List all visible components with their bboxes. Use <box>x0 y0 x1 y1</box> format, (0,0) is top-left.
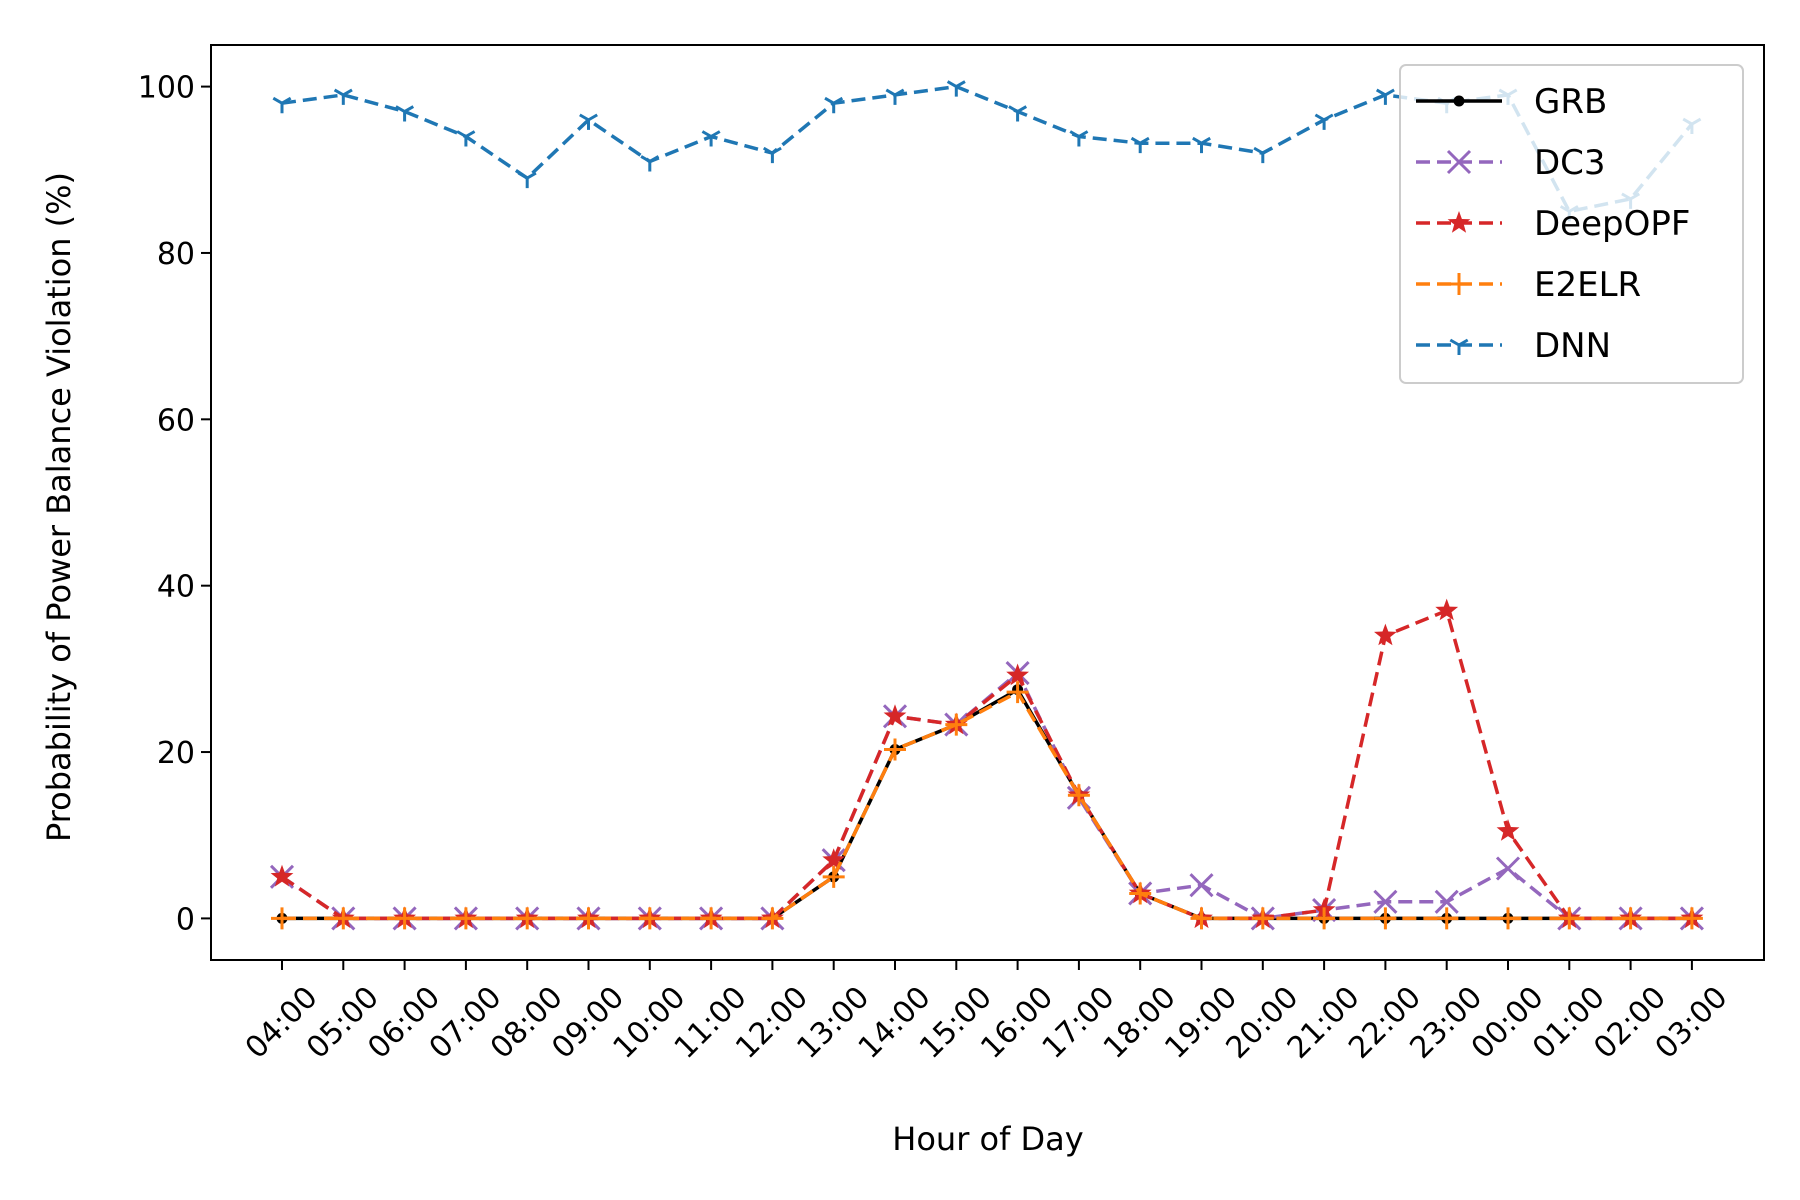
legend: GRB DC3 DeepOPF E2ELR DNN <box>1399 64 1744 384</box>
x-axis-label: Hour of Day <box>892 1120 1083 1158</box>
legend-box <box>1399 64 1744 384</box>
legend-marker-deepopf <box>1447 211 1471 233</box>
data-point-dnn <box>579 113 598 130</box>
y-tick-label: 100 <box>138 71 195 106</box>
data-point-e2elr <box>1006 681 1029 704</box>
series-group <box>269 80 1704 931</box>
data-point-e2elr <box>1190 907 1213 930</box>
data-point-dnn <box>946 80 966 97</box>
data-point-dnn <box>640 155 660 172</box>
data-point-e2elr <box>1558 907 1581 930</box>
data-point-e2elr <box>884 738 906 761</box>
data-point-e2elr <box>1619 907 1642 930</box>
data-point-e2elr <box>1251 907 1274 930</box>
plot-frame <box>210 44 1765 961</box>
data-point-dnn <box>1008 105 1028 122</box>
data-point-e2elr <box>822 865 845 888</box>
data-point-dnn <box>456 130 476 147</box>
y-tick-label: 60 <box>157 403 195 438</box>
data-point-dnn <box>517 171 537 189</box>
data-point-deepopf <box>1374 623 1397 646</box>
legend-marker-dnn <box>1449 338 1469 355</box>
data-point-e2elr <box>271 907 293 930</box>
y-axis-label: Probability of Power Balance Violation (… <box>40 172 78 842</box>
data-point-deepopf <box>1435 598 1459 621</box>
legend-label-dnn: DNN <box>1534 326 1611 366</box>
data-point-dnn <box>1253 146 1273 164</box>
data-point-dnn <box>1069 130 1089 147</box>
data-point-dnn <box>1130 136 1150 154</box>
legend-label-deepopf: DeepOPF <box>1534 204 1690 244</box>
y-tick-label: 80 <box>157 237 195 272</box>
data-point-deepopf <box>1006 663 1029 686</box>
data-point-e2elr <box>700 907 723 930</box>
y-tick-label: 20 <box>157 736 195 771</box>
data-point-dnn <box>395 105 415 122</box>
legend-label-grb: GRB <box>1534 82 1607 122</box>
data-point-e2elr <box>332 907 355 930</box>
data-point-deepopf <box>270 864 294 887</box>
y-tick-label: 0 <box>176 902 195 937</box>
data-point-e2elr <box>1374 907 1397 930</box>
data-point-deepopf <box>822 848 846 870</box>
data-point-deepopf <box>1496 819 1520 841</box>
data-point-dnn <box>885 88 905 105</box>
legend-marker-dc3 <box>1446 149 1472 175</box>
data-point-e2elr <box>454 907 477 930</box>
data-point-e2elr <box>1435 907 1458 930</box>
data-point-e2elr <box>945 713 968 736</box>
data-point-e2elr <box>393 907 416 930</box>
data-point-deepopf <box>883 704 907 726</box>
data-point-dc3 <box>1373 889 1398 914</box>
series-line-deepopf <box>281 608 1692 921</box>
data-point-e2elr <box>1497 907 1519 930</box>
series-e2elr <box>271 681 1703 930</box>
data-point-e2elr <box>1067 784 1090 807</box>
data-point-dnn <box>272 96 292 114</box>
data-point-dnn <box>1192 136 1211 154</box>
data-point-dnn <box>1375 88 1395 105</box>
data-point-dnn <box>333 88 353 105</box>
data-point-dc3 <box>1434 889 1459 914</box>
data-point-e2elr <box>1313 907 1336 930</box>
data-point-e2elr <box>1129 882 1152 905</box>
data-point-dnn <box>824 96 844 114</box>
legend-label-dc3: DC3 <box>1534 143 1606 183</box>
legend-marker-e2elr <box>1448 273 1470 295</box>
data-point-dnn <box>701 130 721 147</box>
data-point-e2elr <box>516 907 539 930</box>
data-point-e2elr <box>638 907 661 930</box>
data-point-dc3 <box>1495 856 1521 881</box>
data-point-dc3 <box>1189 873 1214 898</box>
data-point-dnn <box>762 146 782 164</box>
data-point-e2elr <box>761 907 784 930</box>
y-tick-label: 40 <box>157 570 195 605</box>
data-point-e2elr <box>1680 907 1703 930</box>
legend-marker-grb <box>1453 95 1465 107</box>
data-point-dnn <box>1314 113 1334 130</box>
legend-label-e2elr: E2ELR <box>1534 265 1641 305</box>
data-point-e2elr <box>577 907 600 930</box>
